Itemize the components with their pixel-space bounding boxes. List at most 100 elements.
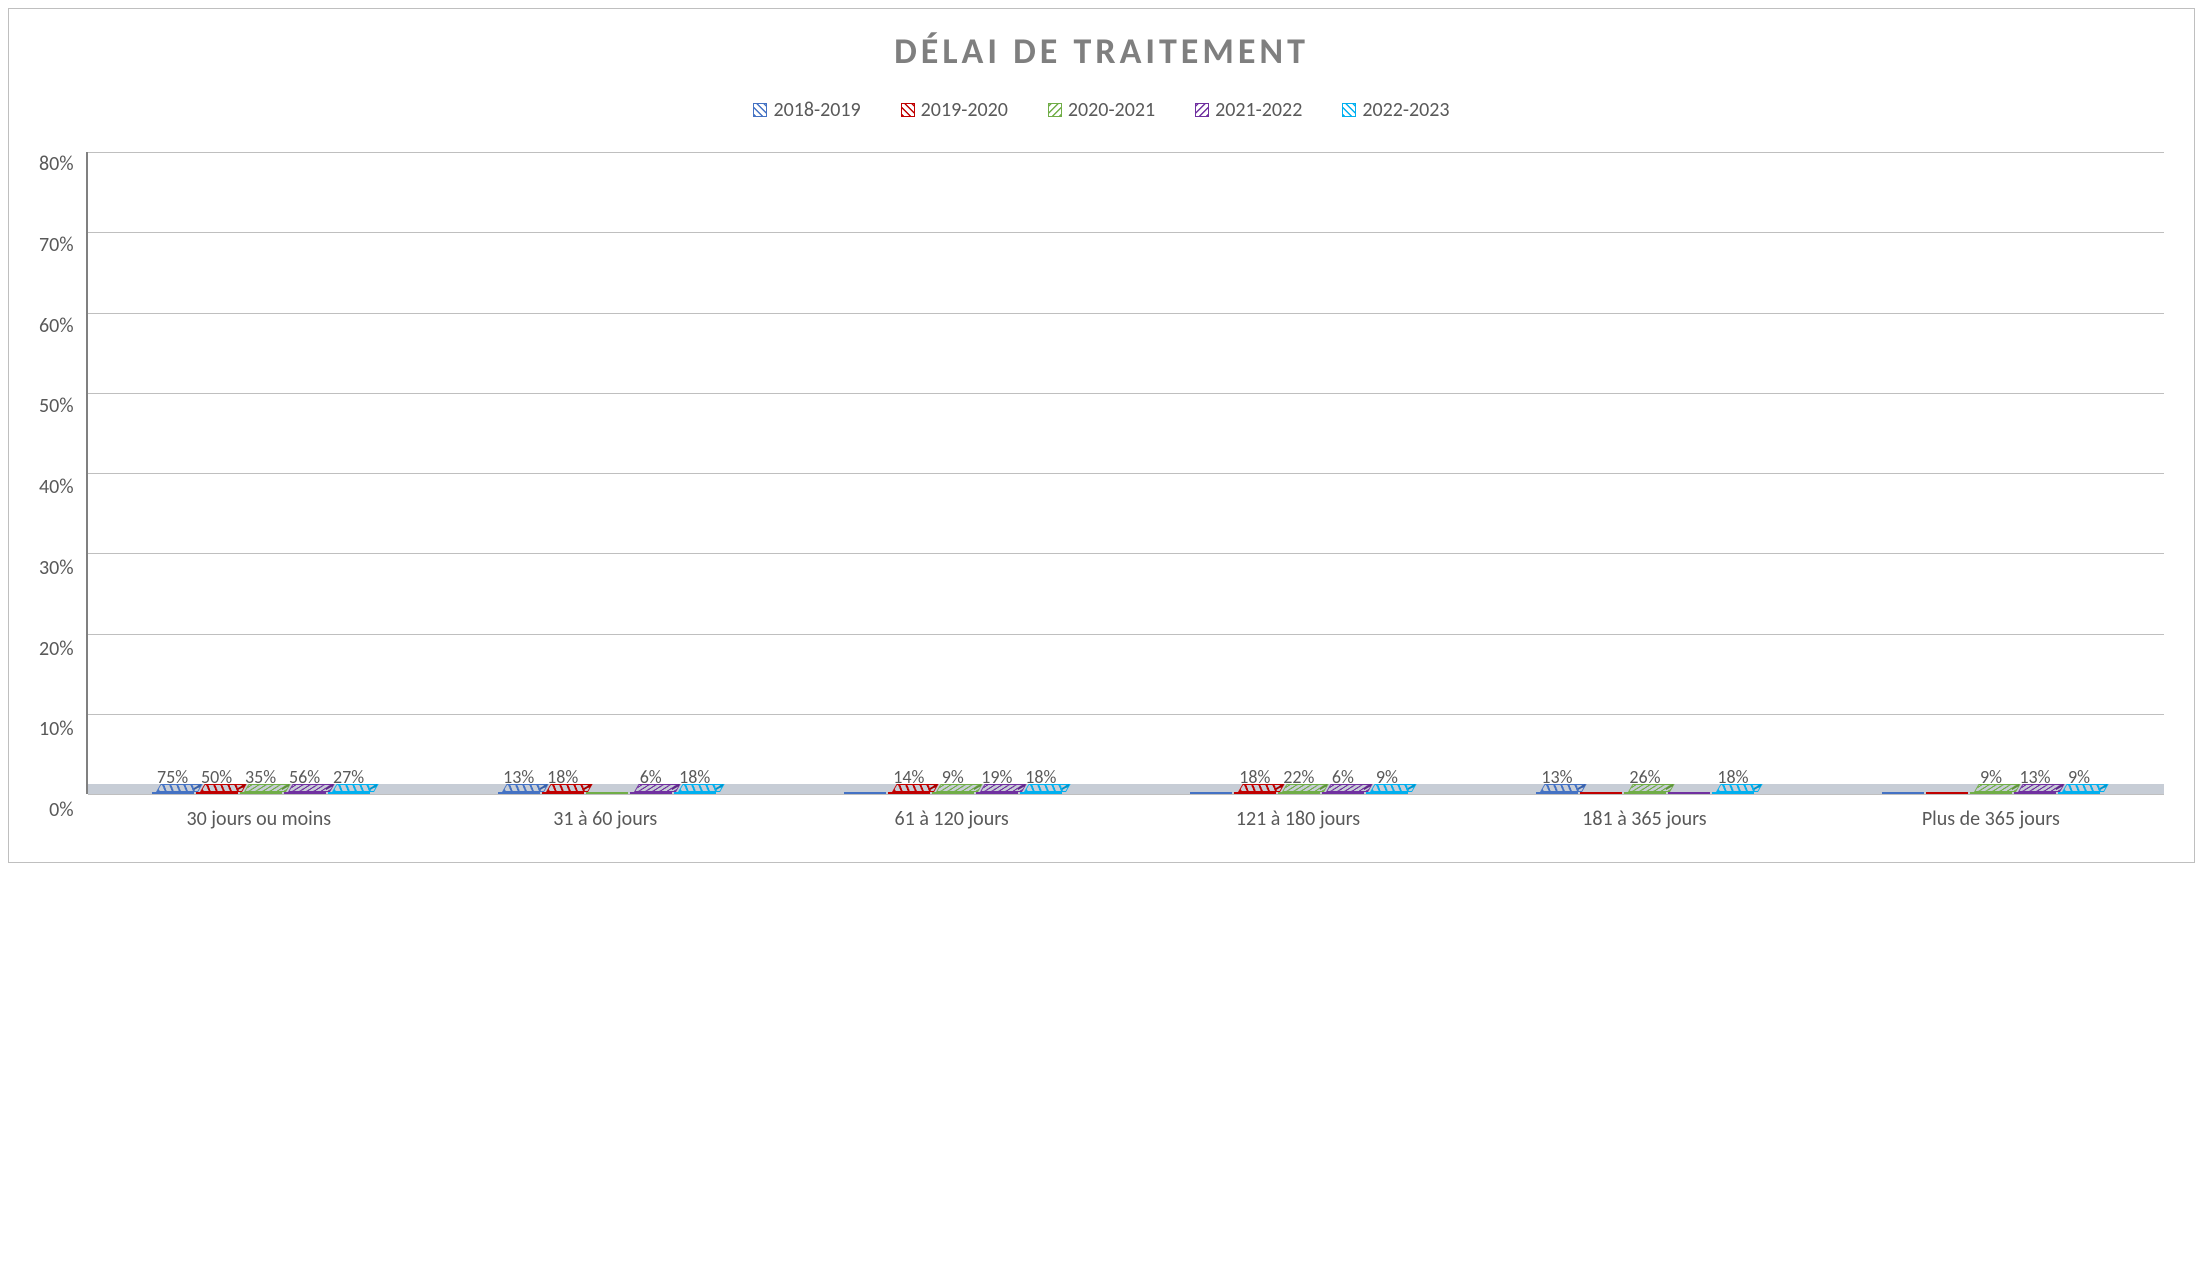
bar-3d — [2058, 792, 2100, 794]
bar-3d — [240, 792, 282, 794]
bar: 18% — [1234, 792, 1276, 794]
legend-label: 2018-2019 — [773, 98, 860, 122]
bar: 6% — [1322, 792, 1364, 794]
bar-3d — [498, 792, 540, 794]
bar: 19% — [976, 792, 1018, 794]
bar-3d — [674, 792, 716, 794]
bar-front-face — [976, 792, 1018, 794]
bar — [1668, 792, 1710, 794]
bar: 35% — [240, 792, 282, 794]
legend-item: 2022-2023 — [1342, 98, 1449, 122]
legend-item: 2020-2021 — [1048, 98, 1155, 122]
legend-item: 2021-2022 — [1195, 98, 1302, 122]
bar: 13% — [2014, 792, 2056, 794]
bar — [1580, 792, 1622, 794]
bar-3d — [586, 792, 628, 794]
legend-item: 2018-2019 — [753, 98, 860, 122]
legend-swatch — [901, 103, 915, 117]
bar — [586, 792, 628, 794]
bar-3d — [152, 792, 194, 794]
category-group: 9%13%9% — [1818, 152, 2164, 794]
bar: 18% — [674, 792, 716, 794]
bar: 18% — [542, 792, 584, 794]
bar-3d — [1536, 792, 1578, 794]
category-group: 18%22%6%9% — [1126, 152, 1472, 794]
legend-item: 2019-2020 — [901, 98, 1008, 122]
bar: 27% — [328, 792, 370, 794]
bar-3d — [328, 792, 370, 794]
bar — [844, 792, 886, 794]
bar: 75% — [152, 792, 194, 794]
bar: 9% — [2058, 792, 2100, 794]
bar-front-face — [542, 792, 584, 794]
bar — [1190, 792, 1232, 794]
bar-front-face — [240, 792, 282, 794]
plot-region: 75%50%35%56%27%13%18%6%18%14%9%19%18%18%… — [86, 152, 2164, 794]
bar — [1882, 792, 1924, 794]
bar-front-face — [2058, 792, 2100, 794]
bar-3d — [196, 792, 238, 794]
bar-front-face — [1190, 792, 1232, 794]
bar-front-face — [1234, 792, 1276, 794]
bar-front-face — [328, 792, 370, 794]
category-group: 13%18%6%18% — [434, 152, 780, 794]
bar-front-face — [1020, 792, 1062, 794]
legend-swatch — [1195, 103, 1209, 117]
bar: 56% — [284, 792, 326, 794]
bar: 6% — [630, 792, 672, 794]
x-tick-label: 30 jours ou moins — [86, 806, 432, 832]
x-tick-label: 31 à 60 jours — [432, 806, 778, 832]
bar: 9% — [1970, 792, 2012, 794]
y-tick-label: 10% — [39, 717, 74, 741]
bar-3d — [1668, 792, 1710, 794]
bar-front-face — [152, 792, 194, 794]
bar-front-face — [844, 792, 886, 794]
category-group: 75%50%35%56%27% — [88, 152, 434, 794]
bar-front-face — [586, 792, 628, 794]
bar-3d — [1322, 792, 1364, 794]
bar-3d — [888, 792, 930, 794]
bar-3d — [1580, 792, 1622, 794]
bar-front-face — [1278, 792, 1320, 794]
bar-3d — [542, 792, 584, 794]
bar: 13% — [498, 792, 540, 794]
bar: 50% — [196, 792, 238, 794]
x-axis: 30 jours ou moins31 à 60 jours61 à 120 j… — [86, 794, 2164, 832]
bar-3d — [844, 792, 886, 794]
x-tick-label: 61 à 120 jours — [778, 806, 1124, 832]
y-tick-label: 70% — [39, 233, 74, 257]
bar-3d — [1712, 792, 1754, 794]
legend-label: 2019-2020 — [921, 98, 1008, 122]
bar: 9% — [1366, 792, 1408, 794]
bar-3d — [932, 792, 974, 794]
y-tick-label: 50% — [39, 394, 74, 418]
bar: 13% — [1536, 792, 1578, 794]
x-tick-label: 181 à 365 jours — [1471, 806, 1817, 832]
bar: 14% — [888, 792, 930, 794]
bar-3d — [1926, 792, 1968, 794]
bar-front-face — [1580, 792, 1622, 794]
bar-3d — [1366, 792, 1408, 794]
bar-front-face — [1366, 792, 1408, 794]
chart-legend: 2018-2019 2019-2020 2020-2021 2021-2022 2022… — [39, 98, 2164, 122]
bar-front-face — [2014, 792, 2056, 794]
bar-3d — [1020, 792, 1062, 794]
bar-front-face — [1668, 792, 1710, 794]
bar-front-face — [932, 792, 974, 794]
bar-3d — [1234, 792, 1276, 794]
y-tick-label: 0% — [49, 798, 73, 822]
bar-3d — [1970, 792, 2012, 794]
category-group: 14%9%19%18% — [780, 152, 1126, 794]
legend-label: 2021-2022 — [1215, 98, 1302, 122]
category-group: 13%26%18% — [1472, 152, 1818, 794]
bar-front-face — [888, 792, 930, 794]
gridline — [88, 794, 2164, 795]
bar-front-face — [1712, 792, 1754, 794]
bar: 26% — [1624, 792, 1666, 794]
y-tick-label: 80% — [39, 152, 74, 176]
x-tick-label: 121 à 180 jours — [1125, 806, 1471, 832]
bar-front-face — [1926, 792, 1968, 794]
bar-front-face — [1624, 792, 1666, 794]
bar: 9% — [932, 792, 974, 794]
y-tick-label: 20% — [39, 637, 74, 661]
